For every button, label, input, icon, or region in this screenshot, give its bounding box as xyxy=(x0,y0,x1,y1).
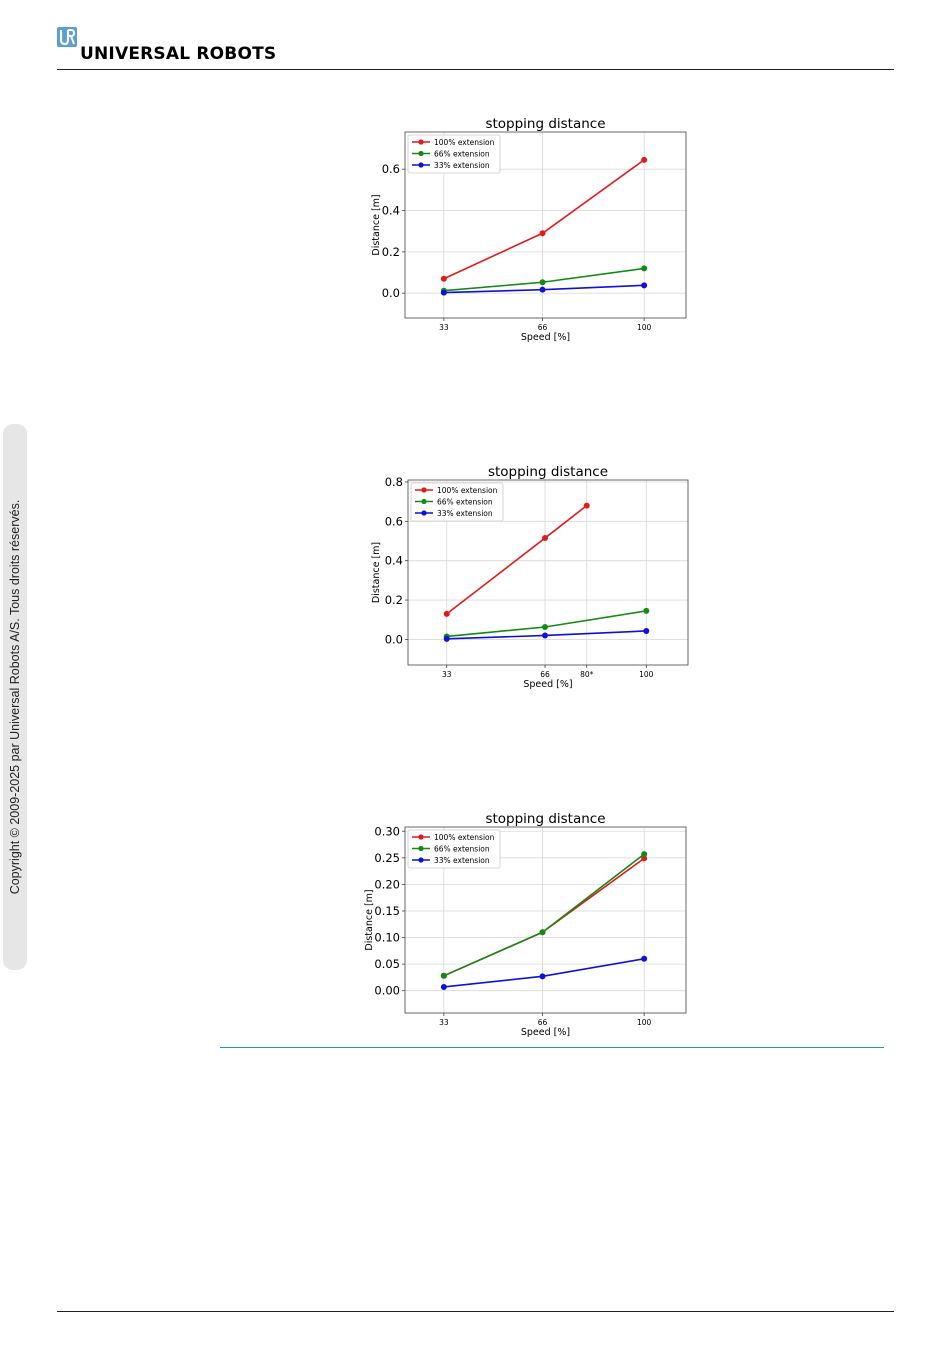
x-axis-label: Speed [%] xyxy=(521,1027,570,1038)
legend-label: 100% extension xyxy=(437,486,498,495)
data-point xyxy=(539,279,546,286)
legend-swatch-marker xyxy=(421,498,427,505)
y-axis-label: Distance [m] xyxy=(364,889,375,950)
stopping-distance-chart-3: 0.00 0.05 0.10 0.15 0.20 0.25 0.30 33 66 100 stopp… xyxy=(364,811,687,1038)
plot-frame xyxy=(404,826,687,1014)
y-tick-label: 0.15 xyxy=(374,904,400,918)
data-point xyxy=(539,973,546,980)
legend-swatch-marker xyxy=(421,487,427,493)
y-tick-label: 0.05 xyxy=(374,957,400,971)
legend-label: 66% extension xyxy=(437,498,493,507)
x-tick-label: 66 xyxy=(538,1018,548,1027)
legend-swatch-marker xyxy=(418,139,424,145)
y-tick-label: 0.20 xyxy=(374,877,400,891)
series-line xyxy=(443,853,645,977)
series-line xyxy=(446,504,588,615)
y-tick-label: 0.25 xyxy=(374,851,400,865)
section-divider xyxy=(220,1047,884,1048)
y-tick-label: 0.6 xyxy=(385,514,403,528)
x-axis-label: Speed [%] xyxy=(521,332,570,343)
data-point xyxy=(443,635,450,642)
series-line xyxy=(443,857,645,977)
data-point xyxy=(641,156,648,163)
x-tick-label: 80* xyxy=(580,670,594,679)
data-point xyxy=(641,265,648,272)
x-axis-label: Speed [%] xyxy=(523,679,572,690)
y-tick-label: 0.4 xyxy=(385,554,403,568)
plot-frame xyxy=(404,131,687,319)
x-tick-label: 100 xyxy=(637,323,652,332)
chart-title: stopping distance xyxy=(485,811,605,827)
y-tick-label: 0.10 xyxy=(374,931,400,945)
data-point xyxy=(641,855,648,862)
data-point xyxy=(443,610,450,617)
y-tick-label: 0.6 xyxy=(382,162,400,176)
chart-title: stopping distance xyxy=(485,116,605,132)
legend-label: 66% extension xyxy=(434,845,490,854)
data-point xyxy=(440,275,447,282)
x-tick-label: 33 xyxy=(439,323,449,332)
data-point xyxy=(542,535,549,542)
y-tick-label: 0.2 xyxy=(385,593,403,607)
x-tick-label: 33 xyxy=(439,1018,449,1027)
legend-label: 33% extension xyxy=(434,856,490,865)
y-axis-label: Distance [m] xyxy=(371,194,382,255)
series-line xyxy=(443,159,645,280)
company-logo: UNIVERSAL ROBOTS xyxy=(57,27,317,67)
y-tick-label: 0.0 xyxy=(385,632,403,646)
chart-title: stopping distance xyxy=(488,464,608,480)
y-tick-label: 0.30 xyxy=(374,824,400,838)
legend-swatch-marker xyxy=(418,857,424,863)
x-tick-label: 100 xyxy=(639,670,654,679)
ur-logo-icon xyxy=(57,27,77,47)
footer-divider xyxy=(57,1311,894,1312)
data-point xyxy=(539,230,546,237)
legend-label: 33% extension xyxy=(437,509,493,518)
data-point xyxy=(641,282,648,289)
y-tick-label: 0.4 xyxy=(382,204,400,218)
data-point xyxy=(643,607,650,614)
data-point xyxy=(641,851,648,858)
legend-label: 100% extension xyxy=(434,833,495,842)
x-tick-label: 100 xyxy=(637,1018,652,1027)
header-divider xyxy=(57,69,894,70)
legend-box xyxy=(407,134,501,174)
data-point xyxy=(440,972,447,979)
data-point xyxy=(440,289,447,296)
legend-box xyxy=(410,482,504,522)
legend-swatch-marker xyxy=(418,845,424,852)
plot-frame xyxy=(407,479,689,666)
y-axis-label: Distance [m] xyxy=(371,542,382,603)
legend-swatch-marker xyxy=(418,162,424,168)
x-tick-label: 33 xyxy=(442,670,452,679)
legend-swatch-marker xyxy=(418,834,424,840)
logo-text: UNIVERSAL ROBOTS xyxy=(80,44,277,64)
y-tick-label: 0.00 xyxy=(374,984,400,998)
y-tick-label: 0.0 xyxy=(382,286,400,300)
y-tick-label: 0.8 xyxy=(385,475,403,489)
data-point xyxy=(542,624,549,631)
x-tick-label: 66 xyxy=(538,323,548,332)
legend-swatch-marker xyxy=(421,510,427,516)
data-point xyxy=(542,632,549,639)
data-point xyxy=(539,286,546,293)
x-tick-label: 66 xyxy=(540,670,550,679)
stopping-distance-chart-1: 0.0 0.2 0.4 0.6 33 66 100 stopping distance Spee… xyxy=(371,116,687,343)
legend-swatch-marker xyxy=(418,150,424,157)
data-point xyxy=(539,929,546,936)
legend-label: 66% extension xyxy=(434,150,490,159)
copyright-tab xyxy=(3,424,27,970)
legend-box xyxy=(407,829,501,869)
legend-label: 100% extension xyxy=(434,138,495,147)
data-point xyxy=(641,955,648,962)
copyright-text: Copyright © 2009-2025 par Universal Robo… xyxy=(8,499,22,895)
stopping-distance-chart-2: 0.0 0.2 0.4 0.6 0.8 33 66 80* 100 stopping distan… xyxy=(371,464,689,690)
data-point xyxy=(643,627,650,634)
data-point xyxy=(440,983,447,990)
legend-label: 33% extension xyxy=(434,161,490,170)
y-tick-label: 0.2 xyxy=(382,245,400,259)
data-point xyxy=(583,502,590,509)
